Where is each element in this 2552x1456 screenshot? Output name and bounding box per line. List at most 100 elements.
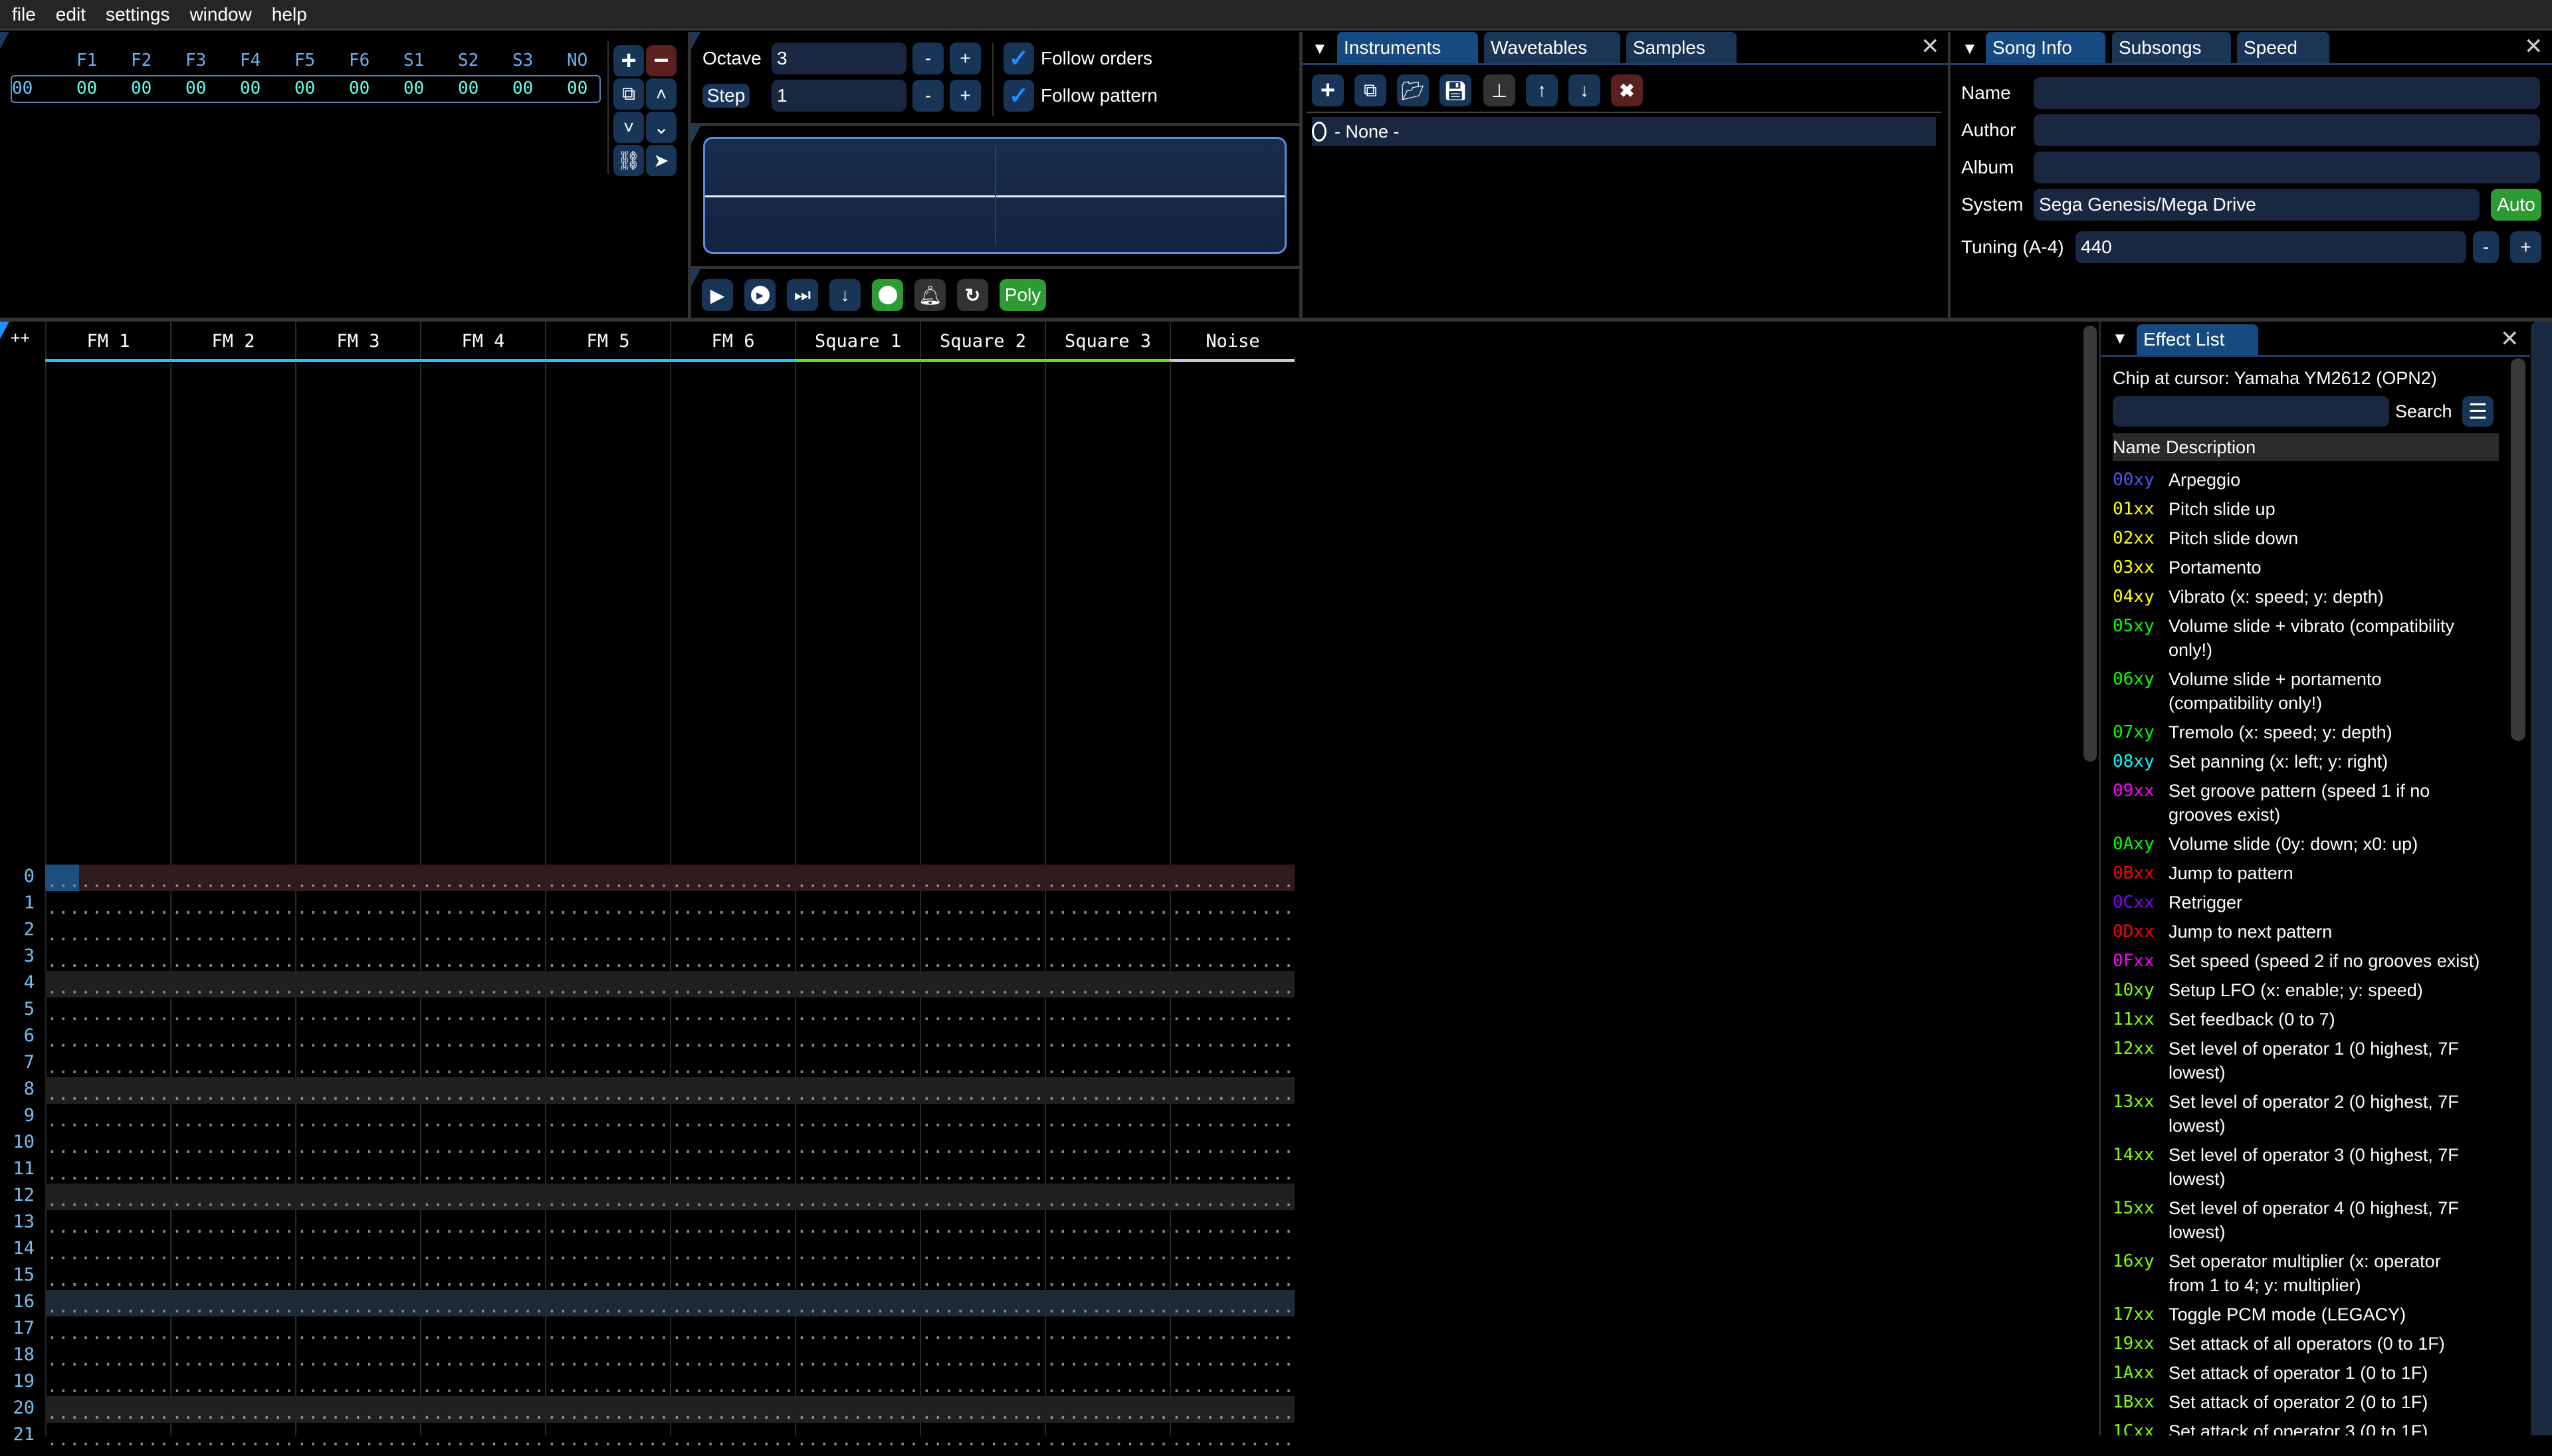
pattern-cell[interactable]: ...........: [296, 1136, 420, 1158]
effect-row[interactable]: 09xx Set groove pattern (speed 1 if no gr…: [2113, 776, 2501, 829]
pattern-cell[interactable]: ...........: [1046, 1269, 1170, 1291]
pattern-scrollbar[interactable]: [2083, 326, 2097, 762]
pattern-cell[interactable]: ...........: [171, 1295, 295, 1317]
add-effect-columns-button[interactable]: ++: [11, 328, 30, 347]
pattern-cell[interactable]: ...........: [421, 923, 545, 945]
pattern-cell[interactable]: ...........: [296, 1322, 420, 1344]
pattern-row[interactable]: 16......................................…: [0, 1290, 1295, 1317]
pattern-cell[interactable]: ...........: [671, 923, 795, 945]
pattern-cell[interactable]: ...........: [47, 1428, 170, 1450]
pattern-cell[interactable]: ...........: [421, 1189, 545, 1211]
octave-input[interactable]: 3: [772, 43, 906, 74]
pattern-cell[interactable]: ...........: [421, 870, 545, 892]
pattern-cell[interactable]: ...........: [171, 1003, 295, 1025]
pattern-cell[interactable]: ...........: [1171, 1295, 1295, 1317]
pattern-cell[interactable]: ...........: [796, 923, 920, 945]
pattern-cell[interactable]: ...........: [671, 1189, 795, 1211]
pattern-cell[interactable]: ...........: [421, 1162, 545, 1184]
pattern-cell[interactable]: ...........: [1046, 1003, 1170, 1025]
step-button[interactable]: Step: [702, 84, 750, 108]
pattern-cell[interactable]: ...........: [171, 1242, 295, 1264]
pattern-cell[interactable]: ...........: [921, 1295, 1045, 1317]
pattern-row[interactable]: 20......................................…: [0, 1396, 1295, 1423]
pattern-cell[interactable]: ...........: [171, 1029, 295, 1051]
pattern-cell[interactable]: ...........: [421, 1428, 545, 1450]
pattern-cell[interactable]: ...........: [421, 950, 545, 972]
name-input[interactable]: [2034, 77, 2540, 109]
tab-instruments[interactable]: Instruments: [1337, 32, 1478, 63]
pattern-cell[interactable]: ...........: [671, 1375, 795, 1397]
effect-row[interactable]: 03xx Portamento: [2113, 553, 2501, 582]
pattern-cell[interactable]: ...........: [296, 1402, 420, 1423]
pattern-cell[interactable]: ...........: [546, 1269, 670, 1291]
effect-row[interactable]: 07xy Tremolo (x: speed; y: depth): [2113, 718, 2501, 747]
pattern-cell[interactable]: ...........: [296, 1189, 420, 1211]
pattern-cell[interactable]: ...........: [47, 870, 170, 892]
delete-instrument-button[interactable]: ✖: [1611, 74, 1643, 106]
resize-grip[interactable]: [691, 32, 700, 49]
pattern-cell[interactable]: ...........: [421, 1375, 545, 1397]
pattern-cell[interactable]: ...........: [296, 1029, 420, 1051]
pattern-cell[interactable]: ...........: [1171, 1428, 1295, 1450]
pattern-row[interactable]: 5.......................................…: [0, 997, 1295, 1025]
pattern-cell[interactable]: ...........: [546, 1056, 670, 1078]
pattern-cell[interactable]: ...........: [421, 1136, 545, 1158]
pattern-cell[interactable]: ...........: [171, 870, 295, 892]
pattern-cell[interactable]: ...........: [1171, 1269, 1295, 1291]
pattern-cell[interactable]: ...........: [1171, 870, 1295, 892]
move-down-button[interactable]: ↓: [1568, 74, 1600, 106]
pattern-cell[interactable]: ...........: [296, 1348, 420, 1370]
pattern-cell[interactable]: ...........: [47, 1242, 170, 1264]
duplicate-instrument-button[interactable]: ⧉: [1354, 74, 1386, 106]
toggle-folders-button[interactable]: ⊥: [1483, 74, 1515, 106]
pattern-cell[interactable]: ...........: [421, 1402, 545, 1423]
pattern-cell[interactable]: ...........: [671, 1109, 795, 1131]
pattern-cell[interactable]: ...........: [1046, 1189, 1170, 1211]
pattern-cell[interactable]: ...........: [921, 1056, 1045, 1078]
pattern-cell[interactable]: ...........: [421, 976, 545, 998]
pattern-cell[interactable]: ...........: [47, 1322, 170, 1344]
close-icon[interactable]: ✕: [1921, 34, 1940, 59]
pattern-cell[interactable]: ...........: [1046, 1029, 1170, 1051]
step-input[interactable]: 1: [772, 80, 906, 112]
channel-header[interactable]: Noise: [1170, 321, 1295, 362]
pattern-cell[interactable]: ...........: [1171, 976, 1295, 998]
effect-row[interactable]: 1Cxx Set attack of operator 3 (0 to 1F): [2113, 1417, 2501, 1435]
pattern-cell[interactable]: ...........: [296, 950, 420, 972]
pattern-cell[interactable]: ...........: [296, 1215, 420, 1237]
pattern-row[interactable]: 14......................................…: [0, 1237, 1295, 1264]
pattern-cell[interactable]: ...........: [546, 1402, 670, 1423]
pattern-cell[interactable]: ...........: [1046, 950, 1170, 972]
effect-row[interactable]: 17xx Toggle PCM mode (LEGACY): [2113, 1300, 2501, 1329]
pattern-cell[interactable]: ...........: [421, 1056, 545, 1078]
pattern-cell[interactable]: ...........: [1171, 1375, 1295, 1397]
collapse-arrow-icon[interactable]: ▼: [1962, 40, 1978, 58]
channel-header[interactable]: FM 1: [45, 321, 170, 362]
pattern-cell[interactable]: ...........: [546, 1215, 670, 1237]
pattern-cell[interactable]: ...........: [421, 1003, 545, 1025]
effect-row[interactable]: 14xx Set level of operator 3 (0 highest, …: [2113, 1140, 2501, 1194]
order-cell[interactable]: 00: [349, 78, 370, 98]
pattern-cell[interactable]: ...........: [1171, 896, 1295, 918]
pattern-cell[interactable]: ...........: [421, 896, 545, 918]
pattern-cell[interactable]: ...........: [671, 1029, 795, 1051]
pattern-cell[interactable]: ...........: [921, 1136, 1045, 1158]
pattern-cell[interactable]: ...........: [47, 950, 170, 972]
pattern-cell[interactable]: ...........: [171, 1348, 295, 1370]
order-cell[interactable]: 00: [131, 78, 152, 98]
step-one-row-button[interactable]: ⏭: [787, 279, 818, 311]
pattern-cell[interactable]: ...........: [1046, 1348, 1170, 1370]
pattern-cell[interactable]: ...........: [796, 1215, 920, 1237]
repeat-pattern-button[interactable]: ↻: [957, 279, 988, 311]
pattern-cell[interactable]: ...........: [1171, 1189, 1295, 1211]
order-row-label[interactable]: 00: [12, 78, 33, 98]
pattern-cell[interactable]: ...........: [546, 1348, 670, 1370]
pattern-cell[interactable]: ...........: [1046, 1083, 1170, 1104]
pattern-cell[interactable]: ...........: [796, 1003, 920, 1025]
pattern-cell[interactable]: ...........: [171, 923, 295, 945]
filter-menu-button[interactable]: ☰: [2462, 396, 2494, 427]
pattern-cell[interactable]: ...........: [796, 1322, 920, 1344]
resize-grip[interactable]: [0, 322, 9, 339]
pattern-cell[interactable]: ...........: [921, 1348, 1045, 1370]
pattern-cell[interactable]: ...........: [671, 1242, 795, 1264]
